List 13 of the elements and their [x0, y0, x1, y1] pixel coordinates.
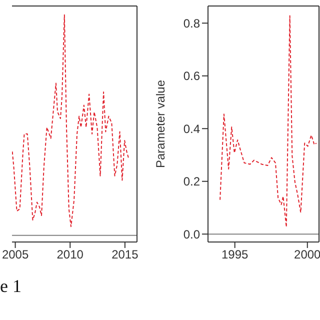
- x-tick-label: 2000: [294, 248, 320, 262]
- y-tick-label: 0.6: [183, 69, 200, 84]
- y-tick-label: 0.4: [183, 122, 200, 136]
- x-tick-label: 2005: [2, 248, 29, 262]
- y-tick-label: 0.2: [183, 174, 200, 189]
- line-series: [220, 15, 317, 228]
- y-axis-title: Parameter value: [153, 80, 168, 168]
- x-tick-label: 2010: [56, 248, 84, 262]
- x-tick-label: 1995: [221, 248, 249, 262]
- y-tick-label: 0.8: [183, 16, 200, 30]
- x-tick-label: 2015: [112, 248, 139, 262]
- y-tick-label: 0.0: [183, 227, 200, 242]
- text: e 1: [0, 276, 22, 297]
